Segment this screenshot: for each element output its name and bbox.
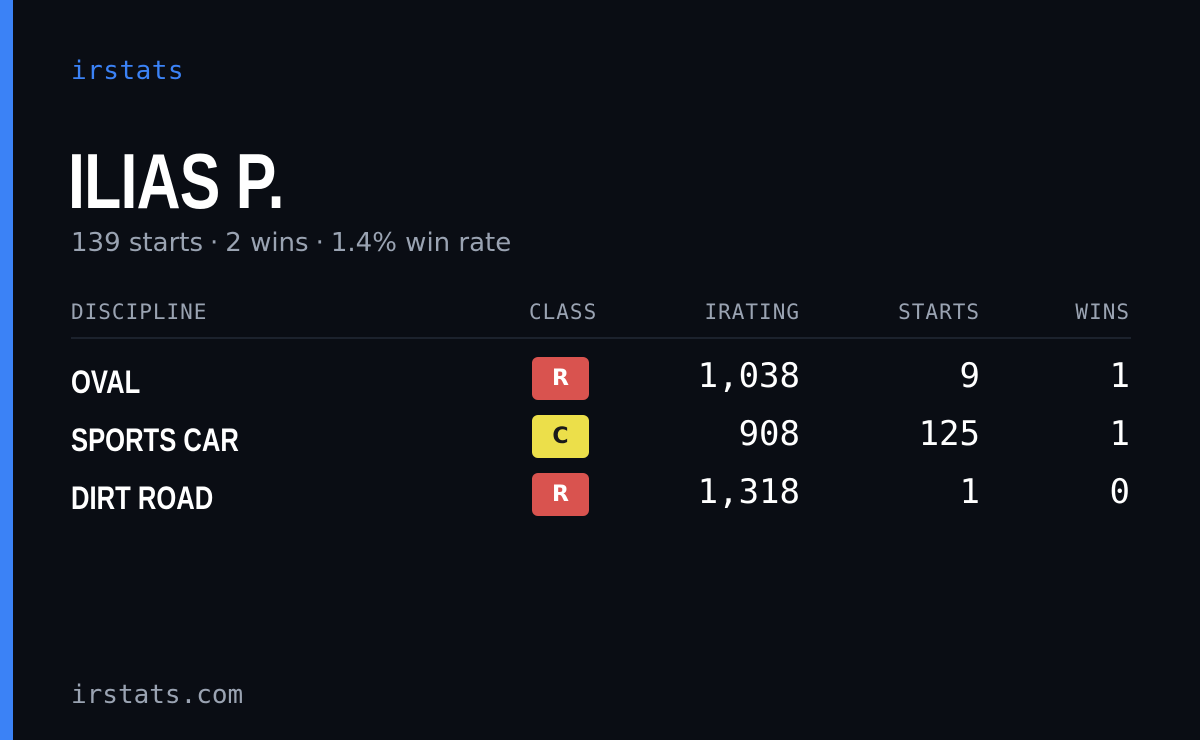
starts-value: 9 [959, 356, 980, 396]
brand-logo-text: irstats [71, 56, 185, 86]
win-rate-summary: 1.4% win rate [330, 228, 512, 258]
wins-value: 1 [1109, 414, 1130, 454]
column-header-irating: IRATING [704, 300, 800, 324]
table-header: DISCIPLINE CLASS IRATING STARTS WINS [71, 300, 1131, 339]
discipline-name: OVAL [71, 364, 141, 400]
wins-value: 1 [1109, 356, 1130, 396]
wins-summary: 2 wins [225, 228, 309, 258]
separator: · [315, 228, 324, 258]
irating-value: 908 [738, 414, 800, 454]
wins-value: 0 [1109, 472, 1130, 512]
discipline-name: SPORTS CAR [71, 422, 239, 458]
column-header-class: CLASS [529, 300, 598, 324]
column-header-wins: WINS [1075, 300, 1130, 324]
starts-value: 1 [959, 472, 980, 512]
table-row: DIRT ROAD R 1,318 1 0 [71, 470, 1131, 528]
player-summary: 139 starts · 2 wins · 1.4% win rate [71, 228, 511, 258]
stats-table: DISCIPLINE CLASS IRATING STARTS WINS OVA… [71, 300, 1131, 516]
accent-bar [0, 0, 13, 740]
class-badge: R [532, 473, 589, 516]
table-row: SPORTS CAR C 908 125 1 [71, 412, 1131, 470]
column-header-starts: STARTS [898, 300, 980, 324]
discipline-name: DIRT ROAD [71, 480, 214, 516]
player-name: ILIAS P. [68, 137, 285, 225]
irating-value: 1,038 [697, 356, 800, 396]
starts-value: 125 [918, 414, 980, 454]
class-badge: C [532, 415, 589, 458]
table-body: OVAL R 1,038 9 1 SPORTS CAR C 908 125 1 … [71, 354, 1131, 528]
table-row: OVAL R 1,038 9 1 [71, 354, 1131, 412]
irating-value: 1,318 [697, 472, 800, 512]
class-badge: R [532, 357, 589, 400]
starts-summary: 139 starts [71, 228, 203, 258]
column-header-discipline: DISCIPLINE [71, 300, 208, 324]
separator: · [210, 228, 219, 258]
footer-url[interactable]: irstats.com [71, 680, 244, 710]
